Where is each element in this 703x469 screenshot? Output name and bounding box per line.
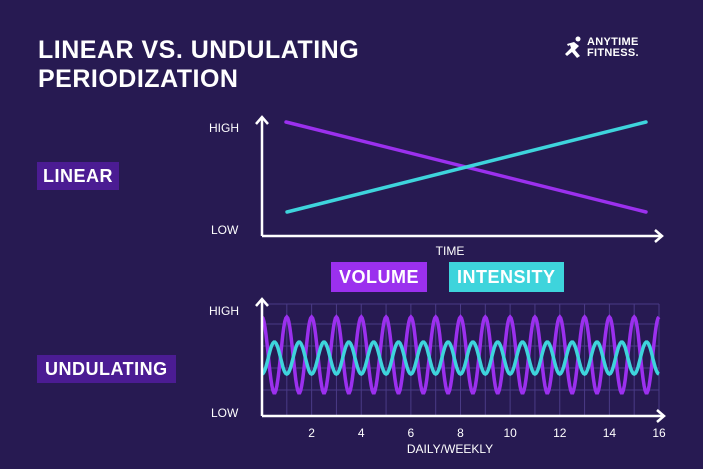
undulating-ytick-low: LOW [211,406,239,420]
x-tick-label: 14 [603,426,617,440]
x-tick-label: 2 [308,426,315,440]
legend-intensity: INTENSITY [449,262,564,292]
running-man-icon [565,36,581,58]
linear-x-arrow [654,229,664,243]
logo-line-1: ANYTIME [587,36,639,48]
undulating-y-arrow [255,297,269,307]
brand-logo: ANYTIME FITNESS. [563,36,663,62]
undulating-intensity-wave [261,340,660,376]
logo-text: ANYTIME FITNESS. [587,37,639,59]
x-tick-label: 8 [457,426,464,440]
undulating-x-ticks: 2 4 6 8 10 12 14 16 [308,426,666,440]
x-tick-label: 16 [652,426,666,440]
x-tick-label: 6 [408,426,415,440]
linear-ytick-low: LOW [211,223,239,237]
linear-label: LINEAR [37,162,119,190]
x-tick-label: 10 [503,426,517,440]
legend-volume: VOLUME [331,262,428,292]
linear-y-arrow [255,115,269,125]
linear-x-label: TIME [436,244,465,258]
undulating-x-label: DAILY/WEEKLY [407,442,493,456]
x-tick-label: 12 [553,426,567,440]
title-line-1: LINEAR VS. UNDULATING [38,36,360,64]
undulating-label: UNDULATING [37,355,176,383]
page-title: LINEAR VS. UNDULATING PERIODIZATION [38,36,359,94]
undulating-ytick-high: HIGH [209,304,239,318]
x-tick-label: 4 [358,426,365,440]
title-line-2: PERIODIZATION [38,65,239,93]
logo-line-2: FITNESS. [587,47,639,59]
undulating-chart: HIGH LOW 2 4 6 8 10 12 14 16 DAILY/WEEKLY [209,297,666,456]
linear-chart: HIGH LOW TIME [209,115,664,258]
linear-ytick-high: HIGH [209,121,239,135]
undulating-x-arrow [656,409,666,423]
linear-intensity-line [285,120,648,214]
undulating-volume-wave [260,314,661,395]
